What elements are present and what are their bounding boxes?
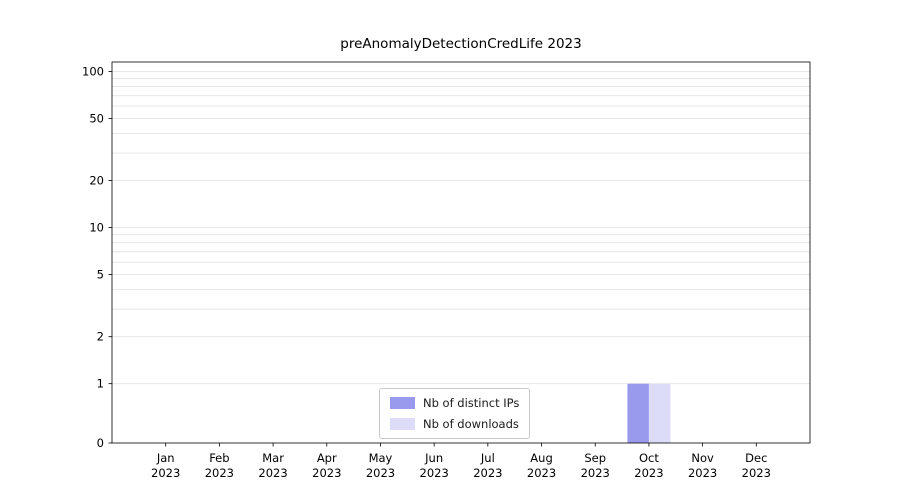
- x-tick-label-month: Apr: [317, 451, 337, 465]
- x-tick-label-month: Mar: [262, 451, 284, 465]
- x-tick-label-year: 2023: [205, 466, 234, 480]
- y-tick-label: 5: [97, 268, 104, 282]
- plot-border: [111, 61, 811, 444]
- legend-label-downloads: Nb of downloads: [423, 417, 519, 431]
- x-tick-label-month: Jun: [424, 451, 443, 465]
- x-tick-label-year: 2023: [312, 466, 341, 480]
- x-tick-label-year: 2023: [258, 466, 287, 480]
- x-tick-label-year: 2023: [473, 466, 502, 480]
- x-tick-label-year: 2023: [151, 466, 180, 480]
- x-tick-label-year: 2023: [742, 466, 771, 480]
- x-tick-label-year: 2023: [527, 466, 556, 480]
- y-tick-label: 2: [97, 330, 104, 344]
- y-tick-label: 1: [97, 377, 104, 391]
- x-tick-label-month: Sep: [584, 451, 606, 465]
- legend-label-distinct-ips: Nb of distinct IPs: [423, 396, 520, 410]
- x-tick-label-month: Jul: [480, 451, 495, 465]
- x-tick-label-month: Aug: [530, 451, 552, 465]
- x-tick-label-year: 2023: [366, 466, 395, 480]
- x-tick-label-month: Jan: [156, 451, 175, 465]
- y-tick-label: 0: [97, 436, 104, 450]
- bar: [648, 383, 671, 443]
- legend-item-distinct-ips: Nb of distinct IPs: [390, 396, 519, 410]
- x-tick-label-month: Oct: [639, 451, 659, 465]
- legend-swatch-downloads: [390, 418, 415, 430]
- chart-title: preAnomalyDetectionCredLife 2023: [340, 36, 582, 52]
- x-tick-label-month: Nov: [691, 451, 714, 465]
- x-tick-label-month: Dec: [745, 451, 767, 465]
- x-tick-label-month: Feb: [209, 451, 229, 465]
- y-tick-label: 10: [89, 221, 104, 235]
- y-tick-label: 20: [89, 174, 104, 188]
- x-tick-label-month: May: [369, 451, 393, 465]
- legend: Nb of distinct IPs Nb of downloads: [379, 388, 531, 439]
- y-tick-label: 100: [82, 64, 104, 78]
- y-tick-label: 50: [89, 111, 104, 125]
- legend-item-downloads: Nb of downloads: [390, 417, 519, 431]
- x-tick-label-year: 2023: [420, 466, 449, 480]
- bar: [627, 383, 649, 443]
- x-tick-label-year: 2023: [688, 466, 717, 480]
- x-tick-label-year: 2023: [634, 466, 663, 480]
- legend-swatch-distinct-ips: [390, 397, 415, 409]
- x-tick-label-year: 2023: [581, 466, 610, 480]
